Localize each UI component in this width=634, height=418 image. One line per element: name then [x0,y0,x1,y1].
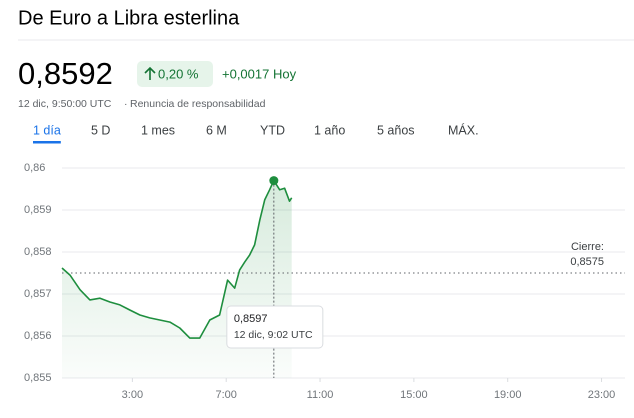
chart: 0,855 0,856 0,857 0,858 0,859 0,86 3:00 7:00 11:… [24,162,625,401]
tab[interactable]: YTD [260,123,285,137]
tabs: 1 día 5 D 1 mes 6 M YTD 1 año 5 años MÁX. [33,122,479,144]
hover-point [269,176,279,186]
tab[interactable]: 1 mes [141,123,175,137]
y-tick-label: 0,86 [24,162,45,174]
change-badge [137,61,213,87]
y-tick-label: 0,855 [24,372,52,384]
tooltip-time: 12 dic, 9:02 UTC [234,329,313,341]
x-tick-label: 19:00 [494,389,522,401]
close-label: Cierre: [571,241,604,253]
price: 0,8592 [18,56,113,91]
tab[interactable]: 6 M [206,123,227,137]
title: De Euro a Libra esterlina [18,7,240,29]
y-tick-label: 0,856 [24,330,52,342]
x-tick-label: 7:00 [215,389,236,401]
y-tick-label: 0,859 [24,204,52,216]
timestamp: 12 dic, 9:50:00 UTC [18,98,112,110]
y-tick-label: 0,857 [24,288,52,300]
up-arrow [144,66,156,80]
separator: · [124,98,128,110]
tab[interactable]: MÁX. [448,122,479,137]
y-tick-label: 0,858 [24,246,52,258]
change-percent: 0,20 % [158,66,199,81]
close-value: 0,8575 [570,256,604,268]
x-tick-label: 15:00 [400,389,428,401]
change-abs: +0,0017 Hoy [222,66,297,81]
tooltip-value: 0,8597 [234,313,268,325]
tooltip-box [226,305,324,349]
tab[interactable]: 5 D [91,123,110,137]
x-tick-label: 23:00 [588,389,616,401]
price-line [61,179,293,339]
tab[interactable]: 5 años [377,123,415,137]
tab[interactable]: 1 año [314,123,345,137]
tab-underline [33,141,61,144]
x-tick-label: 11:00 [307,389,334,401]
x-tick-label: 3:00 [122,389,143,401]
disclaimer[interactable]: Renuncia de responsabilidad [130,98,266,110]
tab[interactable]: 1 día [33,123,61,137]
